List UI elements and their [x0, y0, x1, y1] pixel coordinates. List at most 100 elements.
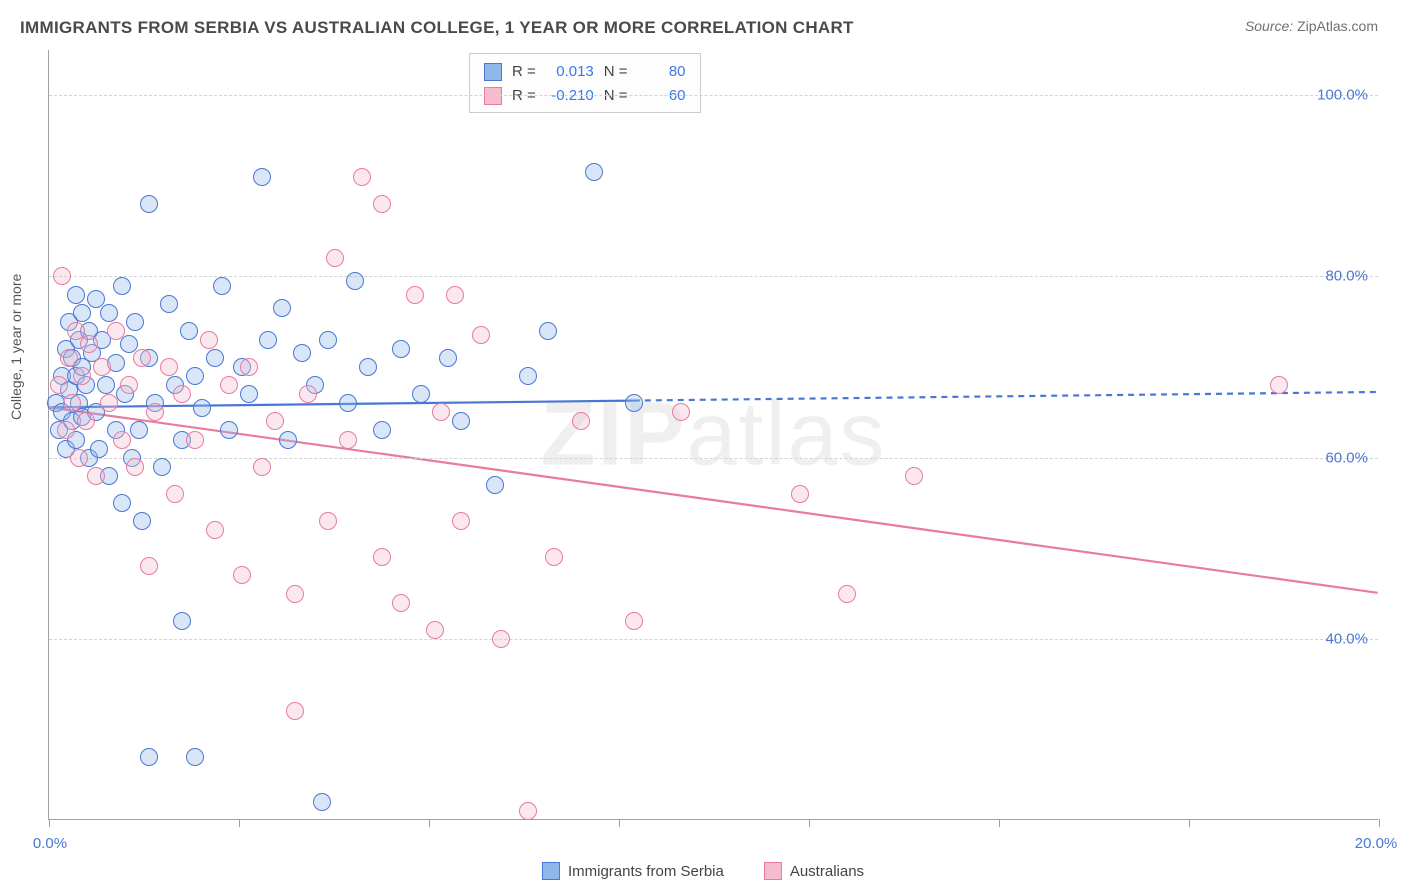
scatter-point-australians [63, 394, 81, 412]
scatter-point-serbia [439, 349, 457, 367]
swatch-serbia [484, 63, 502, 81]
scatter-point-australians [186, 431, 204, 449]
x-tick-label-max: 20.0% [1355, 835, 1398, 852]
scatter-point-serbia [153, 458, 171, 476]
scatter-point-serbia [73, 304, 91, 322]
scatter-point-australians [492, 630, 510, 648]
r-value-serbia: 0.013 [544, 60, 594, 84]
y-tick-label: 80.0% [1325, 268, 1368, 285]
scatter-point-serbia [113, 494, 131, 512]
scatter-point-australians [432, 403, 450, 421]
source-attribution: Source: ZipAtlas.com [1245, 18, 1378, 34]
scatter-point-australians [120, 376, 138, 394]
scatter-point-australians [166, 485, 184, 503]
scatter-point-serbia [160, 295, 178, 313]
scatter-point-australians [286, 585, 304, 603]
scatter-point-australians [326, 249, 344, 267]
scatter-point-australians [160, 358, 178, 376]
x-tick [239, 819, 240, 827]
scatter-point-serbia [585, 163, 603, 181]
scatter-point-australians [146, 403, 164, 421]
scatter-point-australians [625, 612, 643, 630]
source-label: Source: [1245, 18, 1293, 34]
legend-swatch-serbia [542, 862, 560, 880]
scatter-point-serbia [126, 313, 144, 331]
scatter-point-australians [220, 376, 238, 394]
chart-plot-area: ZIPatlas R = 0.013 N = 80 R = -0.210 N =… [48, 50, 1378, 820]
scatter-point-australians [299, 385, 317, 403]
chart-title: IMMIGRANTS FROM SERBIA VS AUSTRALIAN COL… [20, 18, 854, 38]
scatter-point-australians [77, 412, 95, 430]
source-value: ZipAtlas.com [1297, 18, 1378, 34]
scatter-point-australians [126, 458, 144, 476]
scatter-point-serbia [519, 367, 537, 385]
scatter-point-australians [373, 548, 391, 566]
y-tick-label: 40.0% [1325, 630, 1368, 647]
scatter-point-australians [266, 412, 284, 430]
scatter-point-australians [392, 594, 410, 612]
scatter-point-australians [60, 349, 78, 367]
scatter-point-australians [233, 566, 251, 584]
watermark: ZIPatlas [540, 383, 886, 486]
n-value-serbia: 80 [636, 60, 686, 84]
scatter-point-serbia [113, 277, 131, 295]
legend-swatch-aus [764, 862, 782, 880]
scatter-point-australians [353, 168, 371, 186]
trend-lines-svg [49, 50, 1378, 819]
scatter-point-australians [206, 521, 224, 539]
scatter-point-australians [113, 431, 131, 449]
scatter-point-serbia [97, 376, 115, 394]
gridline [49, 458, 1378, 459]
scatter-point-australians [107, 322, 125, 340]
legend-label-aus: Australians [790, 863, 864, 880]
scatter-point-australians [240, 358, 258, 376]
bottom-legend: Immigrants from Serbia Australians [542, 862, 864, 880]
scatter-point-australians [572, 412, 590, 430]
scatter-point-australians [133, 349, 151, 367]
scatter-point-serbia [392, 340, 410, 358]
scatter-point-serbia [253, 168, 271, 186]
scatter-point-australians [339, 431, 357, 449]
scatter-point-australians [80, 335, 98, 353]
legend-item-serbia: Immigrants from Serbia [542, 862, 724, 880]
scatter-point-serbia [539, 322, 557, 340]
scatter-point-australians [286, 702, 304, 720]
scatter-point-australians [57, 421, 75, 439]
scatter-point-australians [73, 367, 91, 385]
trend-line-australians [49, 407, 1377, 592]
scatter-point-serbia [486, 476, 504, 494]
x-tick [999, 819, 1000, 827]
scatter-point-serbia [273, 299, 291, 317]
scatter-point-australians [905, 467, 923, 485]
scatter-point-serbia [133, 512, 151, 530]
scatter-point-serbia [313, 793, 331, 811]
scatter-point-serbia [319, 331, 337, 349]
y-tick-label: 60.0% [1325, 449, 1368, 466]
scatter-point-australians [838, 585, 856, 603]
x-tick [809, 819, 810, 827]
scatter-point-australians [140, 557, 158, 575]
n-label-serbia: N = [604, 60, 628, 84]
scatter-point-australians [472, 326, 490, 344]
scatter-point-australians [87, 467, 105, 485]
scatter-point-serbia [180, 322, 198, 340]
x-tick [429, 819, 430, 827]
scatter-point-australians [426, 621, 444, 639]
scatter-point-australians [50, 376, 68, 394]
scatter-point-australians [70, 449, 88, 467]
scatter-point-serbia [346, 272, 364, 290]
scatter-point-serbia [100, 304, 118, 322]
legend-item-aus: Australians [764, 862, 864, 880]
scatter-point-serbia [259, 331, 277, 349]
scatter-point-serbia [359, 358, 377, 376]
watermark-light: atlas [686, 384, 886, 484]
scatter-point-australians [93, 358, 111, 376]
scatter-point-serbia [186, 367, 204, 385]
scatter-point-australians [1270, 376, 1288, 394]
scatter-point-serbia [279, 431, 297, 449]
y-tick-label: 100.0% [1317, 87, 1368, 104]
scatter-point-australians [519, 802, 537, 820]
scatter-point-serbia [373, 421, 391, 439]
x-tick-label-min: 0.0% [33, 835, 67, 852]
scatter-point-serbia [90, 440, 108, 458]
